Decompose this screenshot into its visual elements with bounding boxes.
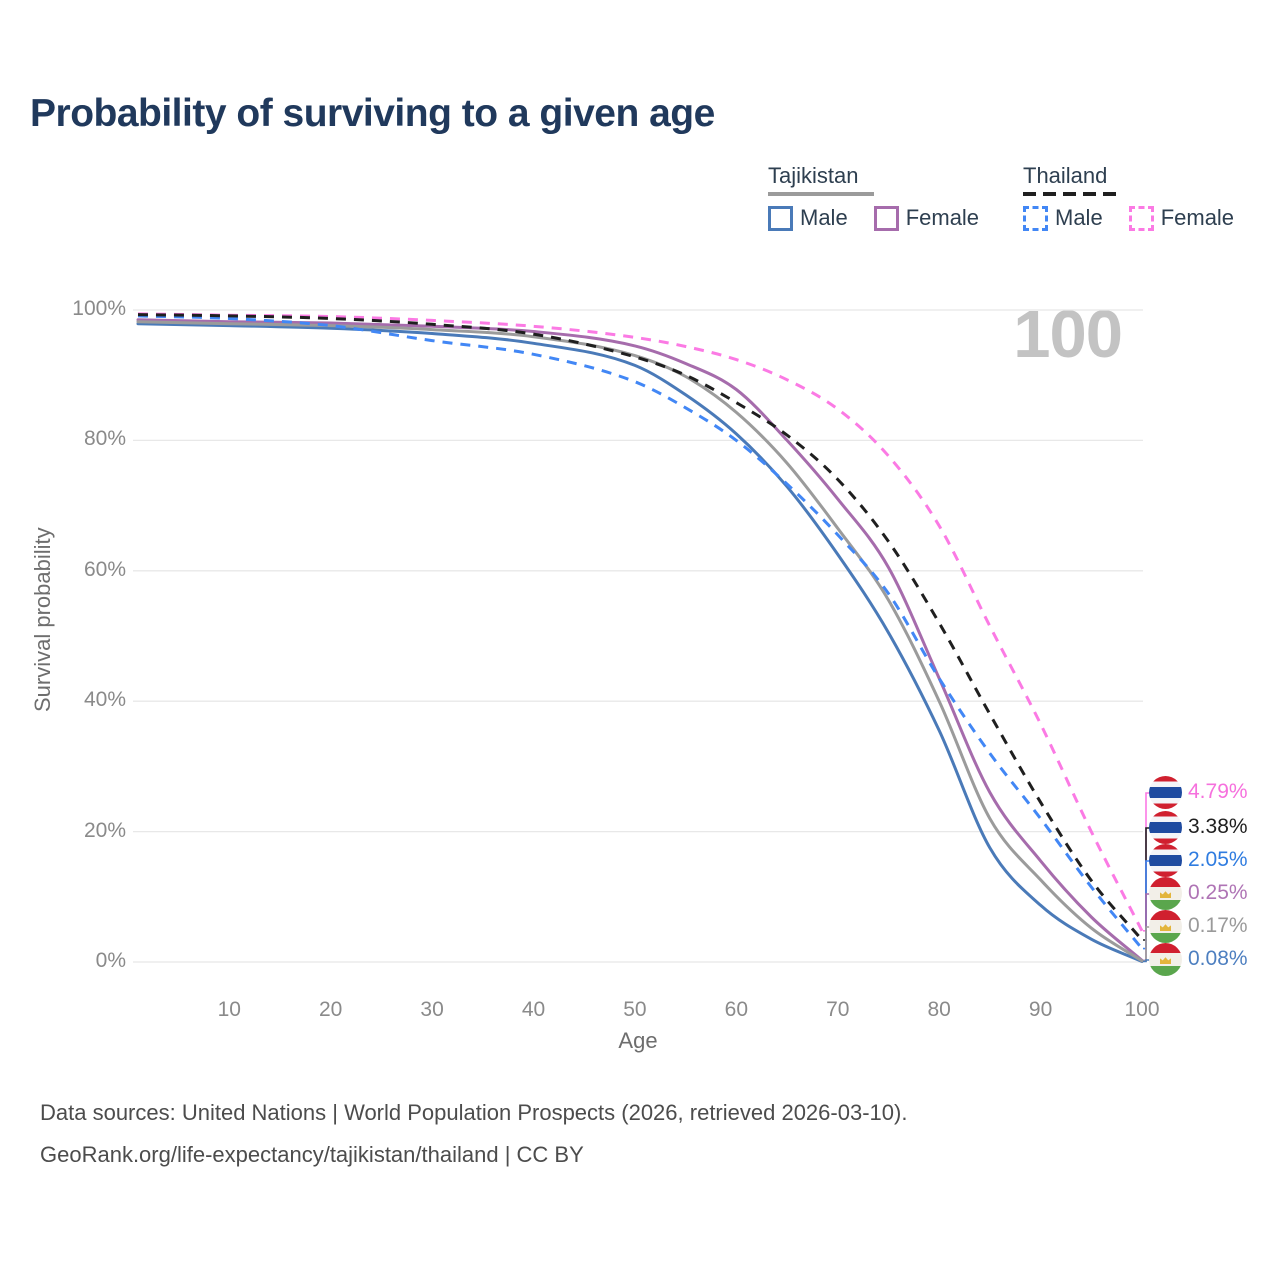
y-tick-label: 80% bbox=[83, 427, 126, 451]
legend-items-row: Male Female bbox=[768, 205, 979, 231]
x-tick-label: 80 bbox=[927, 998, 951, 1021]
data-source-note: Data sources: United Nations | World Pop… bbox=[40, 1100, 908, 1125]
end-value-thailand-male: 2.05% bbox=[1188, 848, 1248, 871]
x-tick-label: 60 bbox=[724, 998, 748, 1021]
x-tick-label: 10 bbox=[217, 998, 241, 1021]
x-tick-label: 20 bbox=[318, 998, 343, 1021]
thailand-flag-icon bbox=[1149, 844, 1182, 877]
end-value-thailand-female: 4.79% bbox=[1188, 780, 1248, 803]
legend-items-row: Male Female bbox=[1023, 205, 1234, 231]
legend-group-thailand: Thailand Male Female bbox=[1023, 163, 1234, 231]
legend-item-label: Male bbox=[1055, 205, 1103, 230]
legend-swatch-solid-square-icon bbox=[768, 205, 793, 231]
chart-title: Probability of surviving to a given age bbox=[30, 92, 715, 135]
legend-item-thailand-male[interactable]: Male bbox=[1023, 205, 1103, 231]
legend-country-linestyle-dashed bbox=[1023, 192, 1118, 196]
y-tick-label: 100% bbox=[72, 297, 126, 320]
legend-swatch-dashed-square-icon bbox=[1023, 205, 1048, 231]
x-tick-label: 40 bbox=[521, 998, 546, 1021]
y-tick-label: 40% bbox=[83, 688, 126, 712]
end-value-tajikistan-female: 0.25% bbox=[1188, 881, 1248, 904]
crown-emblem bbox=[1160, 957, 1171, 964]
x-axis-title: Age bbox=[618, 1028, 658, 1053]
y-axis-title: Survival probability bbox=[30, 527, 55, 713]
crown-emblem bbox=[1160, 924, 1171, 931]
legend-swatch-dashed-square-icon bbox=[1128, 205, 1154, 231]
curve-thailand-male bbox=[137, 314, 1144, 950]
legend-item-label: Female bbox=[1160, 205, 1235, 230]
curve-thailand-both-sexes bbox=[137, 313, 1144, 941]
y-tick-label: 0% bbox=[95, 949, 126, 972]
crown-emblem bbox=[1160, 891, 1171, 898]
legend-item-label: Male bbox=[800, 205, 848, 230]
legend-item-label: Female bbox=[905, 205, 980, 230]
end-value-tajikistan-male: 0.08% bbox=[1188, 947, 1248, 970]
legend-country-label: Thailand bbox=[1023, 163, 1108, 188]
thailand-flag-icon bbox=[1149, 776, 1182, 809]
end-value-tajikistan-both-sexes: 0.17% bbox=[1188, 914, 1248, 937]
legend-country-linestyle-solid bbox=[768, 192, 874, 196]
x-tick-label: 50 bbox=[623, 998, 647, 1021]
x-tick-label: 100 bbox=[1124, 998, 1160, 1021]
curve-thailand-female bbox=[137, 312, 1144, 932]
end-value-thailand-both-sexes: 3.38% bbox=[1188, 815, 1248, 838]
curve-tajikistan-female bbox=[136, 318, 1144, 962]
legend-item-tajikistan-female[interactable]: Female bbox=[873, 205, 980, 231]
tajikistan-flag-icon bbox=[1149, 943, 1182, 976]
attribution-note: GeoRank.org/life-expectancy/tajikistan/t… bbox=[40, 1142, 584, 1167]
curve-tajikistan-male bbox=[136, 322, 1144, 963]
y-tick-label: 60% bbox=[83, 557, 126, 581]
legend-group-tajikistan: Tajikistan Male Female bbox=[768, 163, 979, 231]
y-tick-label: 20% bbox=[83, 818, 126, 842]
x-tick-label: 70 bbox=[826, 998, 850, 1021]
x-tick-label: 30 bbox=[420, 998, 444, 1021]
thailand-flag-icon bbox=[1149, 811, 1182, 844]
legend-swatch-solid-square-icon bbox=[873, 205, 899, 231]
tajikistan-flag-icon bbox=[1149, 910, 1182, 943]
legend-country-label: Tajikistan bbox=[768, 163, 859, 188]
tajikistan-flag-icon bbox=[1149, 877, 1182, 910]
legend-item-thailand-female[interactable]: Female bbox=[1128, 205, 1235, 231]
legend-item-tajikistan-male[interactable]: Male bbox=[768, 205, 848, 231]
x-tick-label: 90 bbox=[1028, 998, 1053, 1021]
curve-tajikistan-both-sexes bbox=[136, 320, 1144, 963]
